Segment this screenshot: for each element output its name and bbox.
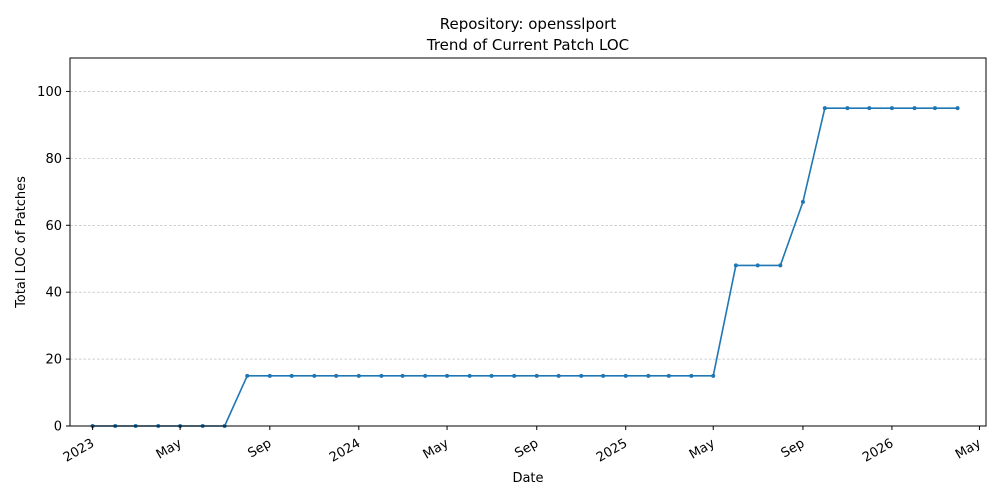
plot-area-frame [69,57,987,427]
data-point [556,373,561,378]
y-axis-label: Total LOC of Patches [14,176,29,309]
data-point [912,106,917,111]
data-point [534,373,539,378]
data-point [711,373,716,378]
data-point [579,373,584,378]
y-tick-label: 100 [37,85,62,100]
y-tick-label: 60 [45,219,62,234]
series-line-layer [92,107,958,427]
y-tick-label: 80 [45,152,62,167]
y-tick-label: 40 [45,286,62,301]
data-point [334,373,339,378]
data-point [467,373,472,378]
chart-title: Repository: opensslport [440,15,617,33]
data-point [423,373,428,378]
data-point [289,373,294,378]
y-tick-label: 20 [45,353,62,368]
data-point [267,373,272,378]
data-point [666,373,671,378]
data-point [755,263,760,268]
data-point [623,373,628,378]
series-line [92,107,958,427]
data-point [646,373,651,378]
data-point [932,106,937,111]
y-axis-ticks: 0 20 40 60 80 100 [37,85,70,435]
data-point [845,106,850,111]
data-point [955,106,960,111]
chart-subtitle: Trend of Current Patch LOC [426,36,629,54]
data-point [601,373,606,378]
y-tick-label: 0 [54,420,62,435]
data-point [400,373,405,378]
data-point [356,373,361,378]
data-point [733,263,738,268]
data-point [312,373,317,378]
data-point [445,373,450,378]
data-point [489,373,494,378]
data-point [889,106,894,111]
data-point [822,106,827,111]
data-point [867,106,872,111]
data-point [379,373,384,378]
data-point [689,373,694,378]
x-axis-label: Date [512,471,543,486]
data-point [512,373,517,378]
data-point [245,373,250,378]
data-point [800,199,805,204]
data-point [778,263,783,268]
